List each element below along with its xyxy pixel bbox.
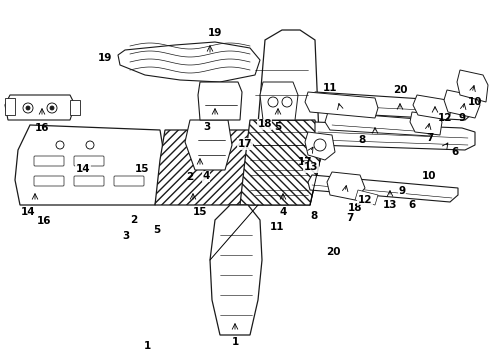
Text: 19: 19 (98, 53, 113, 63)
Polygon shape (15, 125, 165, 205)
Polygon shape (305, 92, 378, 118)
Polygon shape (260, 82, 298, 120)
Circle shape (26, 106, 30, 110)
Text: 9: 9 (398, 186, 405, 196)
Text: 19: 19 (208, 28, 222, 38)
Text: 5: 5 (153, 225, 160, 235)
Text: 13: 13 (383, 200, 397, 210)
Text: 1: 1 (144, 341, 150, 351)
FancyBboxPatch shape (114, 176, 144, 186)
Text: 20: 20 (326, 247, 341, 257)
Text: 16: 16 (35, 123, 49, 133)
Circle shape (86, 141, 94, 149)
Text: 16: 16 (37, 216, 51, 226)
Polygon shape (413, 95, 452, 120)
Text: 10: 10 (421, 171, 436, 181)
Circle shape (47, 103, 57, 113)
Text: 4: 4 (279, 207, 287, 217)
Text: 14: 14 (21, 207, 35, 217)
Polygon shape (315, 122, 475, 150)
Polygon shape (315, 92, 472, 120)
Text: 8: 8 (310, 211, 317, 221)
Circle shape (56, 141, 64, 149)
Polygon shape (240, 120, 320, 205)
Text: 3: 3 (123, 231, 130, 241)
Circle shape (282, 97, 292, 107)
Circle shape (314, 139, 326, 151)
Polygon shape (308, 175, 458, 202)
Text: 2: 2 (186, 172, 194, 182)
Polygon shape (5, 98, 15, 115)
Text: 11: 11 (323, 83, 337, 93)
Text: 3: 3 (203, 122, 211, 132)
Text: 17: 17 (298, 157, 312, 167)
FancyBboxPatch shape (74, 176, 104, 186)
Polygon shape (355, 190, 378, 205)
FancyBboxPatch shape (34, 176, 64, 186)
Text: 7: 7 (426, 133, 434, 143)
Text: 6: 6 (408, 200, 415, 210)
Text: 13: 13 (304, 162, 318, 172)
Text: 10: 10 (468, 97, 482, 107)
Text: 17: 17 (238, 139, 252, 149)
Polygon shape (327, 172, 365, 200)
Polygon shape (444, 90, 480, 118)
FancyBboxPatch shape (74, 156, 104, 166)
Polygon shape (240, 30, 320, 205)
Text: 2: 2 (130, 215, 137, 225)
Text: 18: 18 (257, 119, 272, 129)
Text: 12: 12 (438, 113, 452, 123)
Polygon shape (325, 112, 432, 136)
Text: 20: 20 (393, 85, 407, 95)
Polygon shape (457, 70, 488, 102)
Polygon shape (5, 95, 75, 120)
Polygon shape (185, 120, 232, 170)
Circle shape (268, 97, 278, 107)
Text: 8: 8 (358, 135, 366, 145)
Text: 7: 7 (346, 213, 354, 223)
Text: 4: 4 (202, 171, 210, 181)
FancyBboxPatch shape (34, 156, 64, 166)
Polygon shape (198, 82, 242, 120)
Text: 9: 9 (459, 113, 466, 123)
Polygon shape (118, 42, 260, 82)
Circle shape (50, 106, 54, 110)
Text: 11: 11 (270, 222, 284, 232)
Polygon shape (210, 205, 262, 335)
Text: 5: 5 (274, 122, 282, 132)
Polygon shape (410, 112, 442, 135)
Polygon shape (305, 132, 335, 160)
Text: 18: 18 (348, 203, 362, 213)
Text: 15: 15 (135, 164, 149, 174)
Text: 1: 1 (231, 337, 239, 347)
Text: 12: 12 (358, 195, 372, 205)
Text: 15: 15 (193, 207, 207, 217)
Text: 14: 14 (76, 164, 91, 174)
Circle shape (23, 103, 33, 113)
Text: 6: 6 (451, 147, 459, 157)
Polygon shape (155, 130, 255, 205)
Polygon shape (70, 100, 80, 115)
